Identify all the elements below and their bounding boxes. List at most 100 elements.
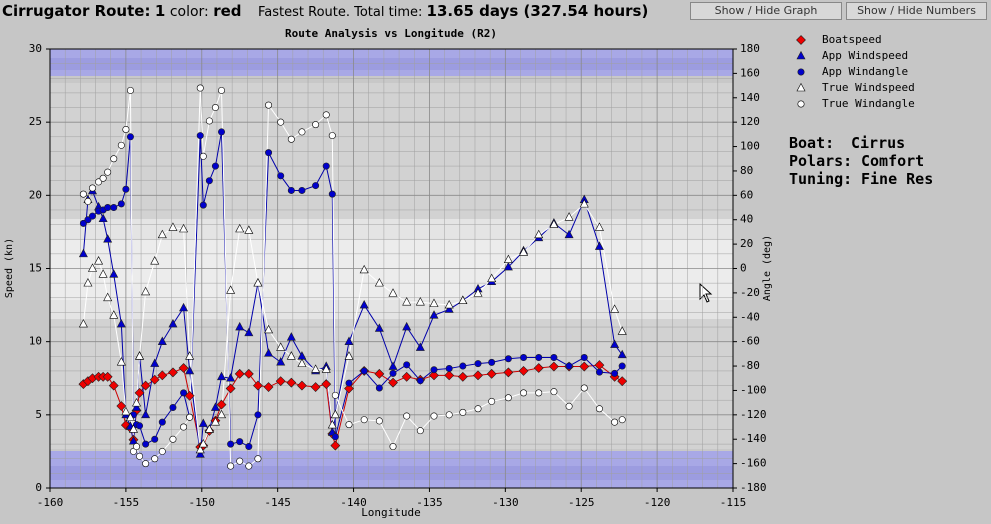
marker-triangle (297, 358, 307, 367)
plot-frame (49, 48, 734, 489)
marker-circle (488, 397, 496, 405)
marker-triangle (87, 263, 97, 272)
time-value: 13.65 days (327.54 hours) (426, 2, 649, 20)
marker-diamond (286, 377, 297, 388)
marker-triangle (429, 298, 439, 307)
marker-circle (227, 440, 235, 448)
legend-marker (796, 35, 806, 45)
info-value: Comfort (861, 152, 925, 170)
marker-circle (180, 389, 188, 397)
info-row: Tuning: Fine Res (789, 170, 933, 188)
marker-circle (504, 394, 512, 402)
marker-triangle (141, 409, 151, 419)
marker-circle (430, 366, 438, 374)
y-tick-label: 25 (29, 115, 42, 128)
marker-diamond (617, 376, 628, 387)
marker-diamond (388, 377, 398, 388)
marker-circle (245, 443, 253, 451)
marker-circle (265, 101, 273, 109)
marker-circle (79, 219, 87, 227)
marker-triangle (321, 364, 331, 373)
marker-triangle (109, 269, 119, 278)
marker-circle (277, 118, 285, 126)
info-row: Polars: Comfort (789, 152, 933, 170)
marker-diamond (579, 361, 590, 372)
marker-diamond (178, 363, 189, 373)
marker-circle (580, 384, 588, 392)
y2-tick-label: -60 (740, 335, 760, 348)
marker-triangle (276, 342, 286, 351)
marker-circle (331, 433, 339, 441)
legend: Boatspeed App Windspeed App Windangle True … (796, 33, 915, 110)
marker-diamond (429, 370, 439, 381)
toggle-numbers-button[interactable]: Show / Hide Numbers (846, 2, 987, 20)
marker-triangle (564, 229, 574, 239)
marker-circle (117, 200, 125, 208)
marker-circle (199, 201, 207, 209)
marker-triangle (610, 339, 620, 348)
y2-tick-label: 20 (740, 237, 753, 250)
marker-diamond (457, 371, 468, 382)
color-label: color: (169, 4, 209, 20)
marker-triangle (217, 371, 227, 381)
header-bar: Cirrugator Route: 1 color: red Fastest R… (0, 0, 991, 22)
y-axis-label: Speed (kn) (4, 238, 15, 298)
marker-triangle (444, 299, 454, 309)
info-value: Cirrus (851, 134, 906, 152)
marker-diamond (225, 383, 236, 394)
marker-diamond (140, 380, 151, 391)
marker-triangle (128, 436, 138, 445)
marker-circle (104, 204, 112, 212)
marker-circle (133, 443, 141, 451)
y2-tick-label: 60 (740, 188, 753, 201)
marker-triangle (98, 213, 108, 223)
marker-diamond (518, 366, 529, 376)
marker-circle (580, 354, 588, 362)
marker-circle (328, 190, 336, 198)
marker-circle (331, 391, 339, 399)
marker-circle (550, 388, 558, 396)
marker-circle (227, 462, 235, 470)
marker-circle (84, 216, 92, 224)
marker-triangle (116, 318, 126, 328)
y-tick-label: 0 (35, 481, 42, 494)
marker-triangle (185, 365, 195, 375)
marker-circle (550, 354, 558, 362)
time-header: Fastest Route. Total time: 13.65 days (3… (258, 2, 648, 20)
marker-triangle (253, 277, 263, 287)
marker-circle (611, 369, 619, 377)
marker-circle (236, 457, 244, 465)
marker-triangle (458, 295, 468, 304)
marker-circle (520, 389, 528, 397)
marker-triangle (121, 406, 131, 416)
marker-triangle (210, 417, 220, 426)
marker-triangle (444, 304, 454, 313)
x-tick-label: -120 (644, 496, 671, 509)
toggle-graph-button[interactable]: Show / Hide Graph (690, 2, 842, 20)
marker-diamond (533, 363, 544, 373)
marker-triangle (210, 402, 220, 411)
y2-tick-label: 80 (740, 164, 753, 177)
legend-marker (796, 50, 806, 60)
marker-diamond (243, 368, 254, 379)
marker-circle (236, 438, 244, 446)
y2-tick-label: 180 (740, 42, 760, 55)
marker-circle (151, 455, 159, 463)
marker-circle (277, 172, 285, 180)
marker-circle (211, 162, 219, 170)
marker-circle (520, 354, 528, 362)
marker-circle (403, 361, 411, 369)
y2-tick-label: 100 (740, 140, 760, 153)
info-label: Tuning: (789, 170, 853, 188)
marker-triangle (128, 424, 138, 433)
x-tick-label: -155 (113, 496, 140, 509)
marker-triangle (135, 351, 145, 360)
marker-circle (312, 182, 320, 190)
marker-triangle (157, 229, 167, 239)
marker-triangle (264, 324, 274, 334)
marker-circle (88, 212, 96, 220)
legend-label: Boatspeed (822, 33, 882, 46)
marker-triangle (594, 222, 604, 231)
y-tick-label: 20 (29, 188, 42, 201)
y2-tick-label: -100 (740, 383, 767, 396)
